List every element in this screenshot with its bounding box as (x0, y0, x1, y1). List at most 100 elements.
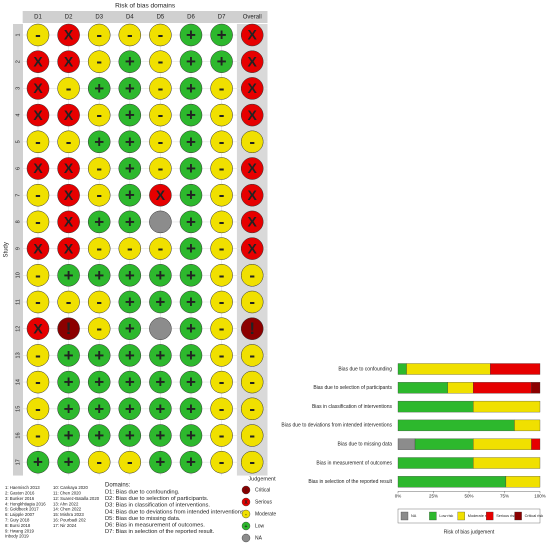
judgement-circle (26, 23, 50, 47)
study-name: 17: Nir 2024 (53, 523, 77, 528)
judgement-symbol: + (186, 426, 196, 445)
judgement-symbol: + (64, 266, 74, 285)
column-label: D2 (65, 15, 73, 21)
column-label: Overall (243, 15, 262, 21)
judgement-symbol: - (219, 132, 225, 151)
judgement-circle (179, 23, 203, 47)
judgement-circle (240, 290, 264, 314)
judgement-circle (118, 210, 142, 234)
bar-segment (473, 438, 532, 450)
judgement-circle (118, 157, 142, 180)
judgement-symbol: + (186, 373, 196, 392)
judgement-circle (149, 23, 172, 47)
domain-text: D1: Bias due to confounding. (105, 490, 180, 496)
judgement-symbol: - (219, 346, 225, 365)
judgement-symbol: + (125, 106, 135, 125)
judgement-symbol: - (219, 239, 225, 258)
judgement-symbol: X (248, 107, 258, 123)
judgement-symbol: + (94, 373, 104, 392)
bar-segment (473, 400, 541, 413)
row-label: 3 (15, 87, 21, 90)
judgement-symbol: - (219, 319, 225, 338)
judgement-symbol: + (186, 239, 196, 258)
judgement-symbol: - (158, 239, 164, 258)
judgement-circle (179, 157, 203, 180)
judgement-symbol: + (125, 426, 135, 445)
bar-segment (473, 382, 532, 394)
bar-segment (473, 457, 541, 469)
judgement-circle (179, 450, 203, 474)
study-name: 8: Bursi 2018 (5, 523, 31, 528)
judgement-symbol: X (64, 27, 74, 43)
legend-label: Low (255, 523, 265, 529)
judgement-symbol: + (186, 453, 196, 472)
judgement-circle (240, 264, 264, 287)
judgement-circle (149, 424, 172, 447)
judgement-circle (26, 103, 50, 127)
judgement-symbol: + (125, 292, 135, 311)
study-name: 11: Chen 2020 (53, 491, 81, 496)
judgement-circle (87, 450, 111, 474)
legend-label: Critical risk (525, 514, 544, 518)
judgement-symbol: - (158, 132, 164, 151)
legend-label: NA (255, 535, 263, 541)
judgement-circle (179, 50, 203, 73)
judgement-circle (240, 23, 264, 47)
bar-segment (505, 476, 541, 488)
category-label: Bias due to confounding (338, 366, 392, 372)
judgement-symbol: - (35, 373, 41, 392)
judgement-circle (179, 77, 203, 100)
legend-label: Moderate (255, 511, 276, 517)
judgement-symbol: - (35, 292, 41, 311)
judgement-circle (240, 397, 264, 421)
judgement-symbol: X (33, 53, 43, 69)
judgement-symbol: - (35, 132, 41, 151)
judgement-circle (26, 157, 50, 180)
title: Risk of bias domains (115, 3, 176, 10)
judgement-circle (57, 130, 80, 154)
judgement-circle (26, 344, 50, 367)
judgement-symbol: - (96, 453, 102, 472)
judgement-circle (179, 264, 203, 287)
judgement-symbol: - (66, 292, 72, 311)
judgement-symbol: - (219, 266, 225, 285)
judgement-circle (26, 424, 50, 447)
judgement-symbol: + (155, 292, 165, 311)
judgement-symbol: + (125, 319, 135, 338)
study-name: 3: Bunker 2016 (5, 496, 35, 501)
judgement-circle (149, 103, 172, 127)
judgement-circle (87, 103, 111, 127)
judgement-symbol: + (94, 79, 104, 98)
judgement-symbol: - (219, 426, 225, 445)
judgement-circle (118, 130, 142, 154)
judgement-symbol: + (186, 159, 196, 178)
judgement-symbol: + (186, 186, 196, 205)
judgement-symbol: X (64, 107, 74, 123)
judgement-circle (210, 103, 233, 127)
judgement-symbol: - (219, 186, 225, 205)
bar-segment (406, 363, 491, 375)
judgement-circle (240, 317, 264, 340)
study-name: 9: Hwang 2019 (5, 528, 35, 533)
bar-segment (490, 363, 541, 375)
bar-segment (514, 419, 541, 432)
judgement-symbol: ! (66, 319, 72, 338)
judgement-circle (87, 237, 111, 260)
judgement-circle (240, 157, 264, 180)
judgement-symbol: - (158, 52, 164, 71)
x-tick-label: 25% (429, 493, 438, 498)
row-label: 5 (15, 140, 21, 143)
judgement-symbol: - (158, 106, 164, 125)
domain-text: D2: Bias due to selection of participant… (105, 496, 209, 502)
judgement-circle (118, 50, 142, 73)
judgement-circle (87, 23, 111, 47)
judgement-symbol: + (186, 399, 196, 418)
judgement-circle (87, 397, 111, 421)
judgement-circle (87, 290, 111, 314)
column-label: D6 (187, 15, 195, 21)
judgement-symbol: X (64, 187, 74, 203)
judgement-circle (26, 77, 50, 100)
judgement-symbol: X (64, 214, 74, 230)
judgement-circle (26, 290, 50, 314)
judgement-symbol: - (96, 292, 102, 311)
